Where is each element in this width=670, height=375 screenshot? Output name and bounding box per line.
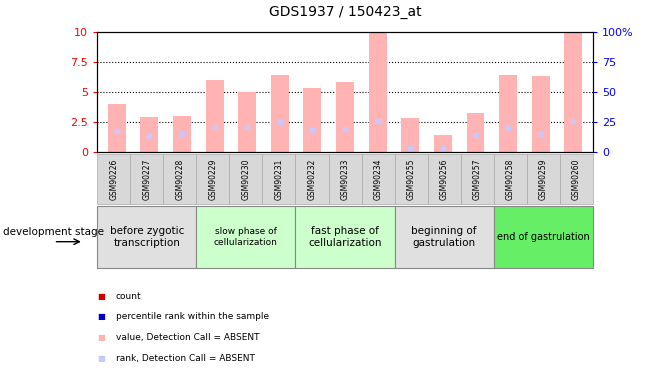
Bar xyxy=(108,104,126,152)
Text: percentile rank within the sample: percentile rank within the sample xyxy=(116,312,269,321)
Text: GSM90258: GSM90258 xyxy=(506,158,515,200)
Text: GSM90226: GSM90226 xyxy=(109,158,118,200)
Bar xyxy=(304,88,322,152)
Bar xyxy=(206,80,224,152)
Text: end of gastrulation: end of gastrulation xyxy=(497,232,590,242)
Text: GSM90260: GSM90260 xyxy=(572,158,581,200)
Text: fast phase of
cellularization: fast phase of cellularization xyxy=(308,226,382,248)
Bar xyxy=(532,76,549,152)
Text: GSM90234: GSM90234 xyxy=(374,158,383,200)
Bar xyxy=(401,118,419,152)
Text: beginning of
gastrulation: beginning of gastrulation xyxy=(411,226,477,248)
Text: ■: ■ xyxy=(97,292,105,301)
Text: GSM90256: GSM90256 xyxy=(440,158,449,200)
Text: GSM90255: GSM90255 xyxy=(407,158,415,200)
Bar xyxy=(239,92,256,152)
Text: GSM90259: GSM90259 xyxy=(539,158,548,200)
Bar xyxy=(369,32,387,152)
Text: GSM90232: GSM90232 xyxy=(308,158,316,200)
Text: GSM90233: GSM90233 xyxy=(340,158,350,200)
Text: value, Detection Call = ABSENT: value, Detection Call = ABSENT xyxy=(116,333,259,342)
Text: GSM90257: GSM90257 xyxy=(473,158,482,200)
Text: GDS1937 / 150423_at: GDS1937 / 150423_at xyxy=(269,5,421,19)
Text: slow phase of
cellularization: slow phase of cellularization xyxy=(214,228,278,247)
Text: development stage: development stage xyxy=(3,226,105,237)
Bar xyxy=(336,82,354,152)
Bar xyxy=(434,135,452,152)
Bar xyxy=(271,75,289,152)
Text: ■: ■ xyxy=(97,333,105,342)
Text: before zygotic
transcription: before zygotic transcription xyxy=(109,226,184,248)
Text: ■: ■ xyxy=(97,354,105,363)
Text: ■: ■ xyxy=(97,312,105,321)
Bar xyxy=(141,117,158,152)
Text: GSM90230: GSM90230 xyxy=(241,158,251,200)
Bar xyxy=(499,75,517,152)
Bar xyxy=(466,114,484,152)
Bar xyxy=(173,116,191,152)
Text: rank, Detection Call = ABSENT: rank, Detection Call = ABSENT xyxy=(116,354,255,363)
Text: GSM90227: GSM90227 xyxy=(142,158,151,200)
Text: count: count xyxy=(116,292,141,301)
Text: GSM90229: GSM90229 xyxy=(208,158,217,200)
Text: GSM90231: GSM90231 xyxy=(275,158,283,200)
Bar xyxy=(564,32,582,152)
Text: GSM90228: GSM90228 xyxy=(176,158,184,200)
